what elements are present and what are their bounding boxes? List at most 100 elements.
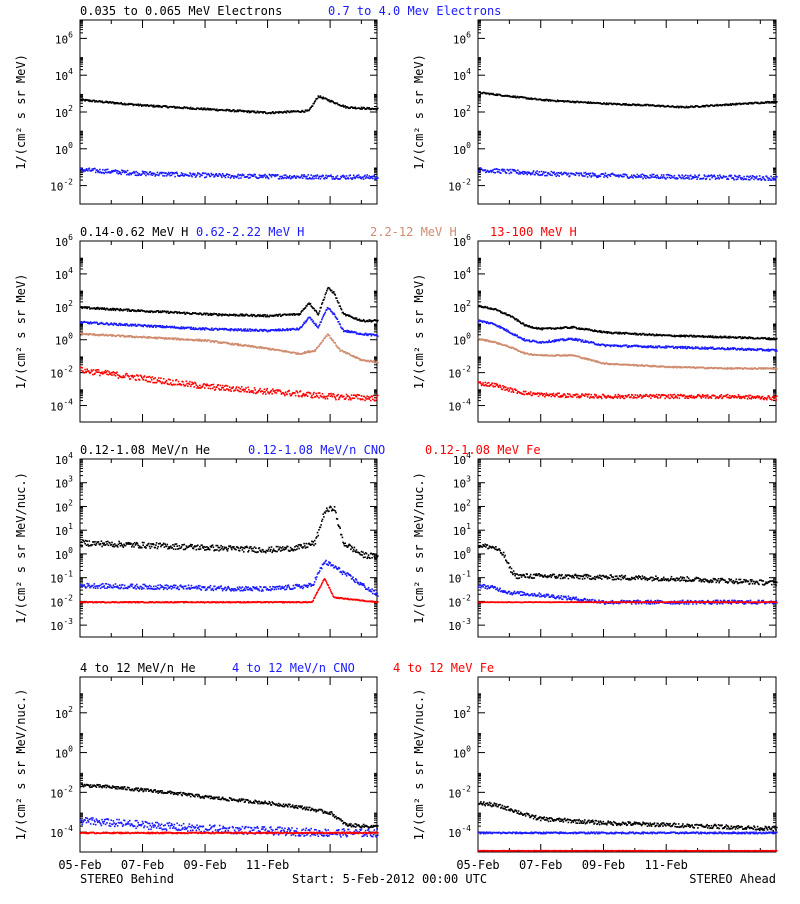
data-point (91, 370, 93, 372)
data-point (523, 173, 525, 175)
data-point (285, 391, 287, 393)
data-point (312, 397, 314, 399)
data-point (207, 313, 209, 315)
data-point (119, 323, 121, 325)
data-point (321, 176, 323, 178)
data-point (370, 333, 372, 335)
data-point (300, 390, 302, 392)
data-point (262, 390, 264, 392)
data-point (304, 322, 306, 324)
data-point (330, 309, 332, 311)
data-point (337, 318, 339, 320)
data-point (181, 175, 183, 177)
data-point (190, 386, 192, 388)
data-point (321, 303, 323, 305)
data-point (115, 310, 117, 312)
data-point (96, 169, 98, 171)
data-point (370, 320, 372, 322)
data-point (318, 392, 320, 394)
data-point (169, 173, 171, 175)
data-point (134, 375, 136, 377)
data-point (756, 176, 758, 178)
data-point (637, 174, 639, 176)
data-point (210, 388, 212, 390)
data-point (656, 177, 658, 179)
data-point (233, 177, 235, 179)
data-point (377, 336, 379, 338)
data-point (137, 175, 139, 177)
data-point (356, 175, 358, 177)
y-tick-label: 10-2 (448, 365, 471, 381)
data-point (94, 373, 96, 375)
data-point (204, 177, 206, 179)
data-point (545, 171, 547, 173)
data-point (128, 309, 130, 311)
data-point (106, 373, 108, 375)
data-point (731, 175, 733, 177)
data-point (310, 397, 312, 399)
data-point (712, 335, 714, 337)
data-point (576, 338, 578, 340)
data-point (558, 172, 560, 174)
data-point (88, 370, 90, 372)
data-point (375, 400, 377, 402)
data-point (490, 170, 492, 172)
data-point (665, 178, 667, 180)
data-point (524, 338, 526, 340)
data-point (230, 390, 232, 392)
data-point (304, 111, 306, 113)
y-tick-label: 10-2 (448, 178, 471, 194)
data-point (504, 169, 506, 171)
data-point (748, 176, 750, 178)
data-point (325, 177, 327, 179)
data-point (144, 375, 146, 377)
data-point (548, 341, 550, 343)
data-point (310, 303, 312, 305)
data-point (479, 171, 481, 173)
y-tick-label: 100 (55, 332, 73, 348)
data-point (582, 339, 584, 341)
data-point (160, 377, 162, 379)
data-point (526, 172, 528, 174)
data-point (580, 172, 582, 174)
data-point (171, 175, 173, 177)
data-point (551, 171, 553, 173)
data-point (319, 176, 321, 178)
data-point (575, 174, 577, 176)
data-point (353, 175, 355, 177)
data-point (315, 177, 317, 179)
data-point (154, 173, 156, 175)
data-point (301, 326, 303, 328)
data-point (236, 386, 238, 388)
data-point (182, 173, 184, 175)
data-point (271, 176, 273, 178)
data-point (98, 170, 100, 172)
data-point (377, 362, 379, 364)
data-point (241, 315, 243, 317)
data-point (361, 107, 363, 109)
data-point (229, 386, 231, 388)
data-point (213, 340, 215, 342)
data-point (689, 178, 691, 180)
data-point (286, 178, 288, 180)
data-point (260, 175, 262, 177)
data-point (493, 172, 495, 174)
data-point (591, 175, 593, 177)
data-point (742, 348, 744, 350)
data-point (236, 343, 238, 345)
data-point (326, 178, 328, 180)
data-point (328, 99, 330, 101)
data-point (212, 388, 214, 390)
data-point (259, 174, 261, 176)
data-point (683, 178, 685, 180)
data-point (217, 341, 219, 343)
y-tick-label: 100 (55, 141, 73, 157)
data-point (113, 309, 115, 311)
data-point (175, 337, 177, 339)
data-point (145, 379, 147, 381)
data-point (643, 174, 645, 176)
y-tick-label: 10-4 (448, 398, 471, 414)
data-point (193, 386, 195, 388)
data-point (339, 324, 341, 326)
